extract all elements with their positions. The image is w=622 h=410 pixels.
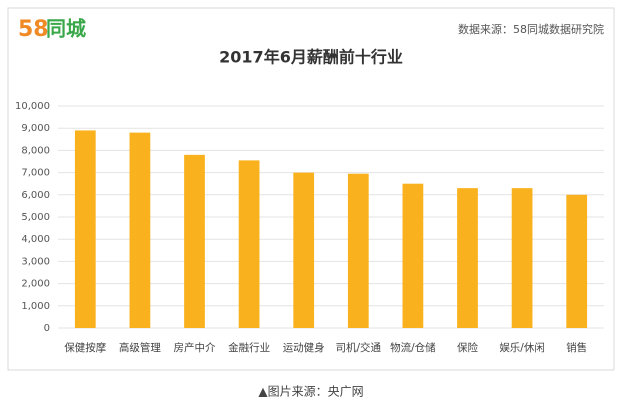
y-tick-label: 7,000 (21, 168, 50, 179)
y-tick-label: 10,000 (15, 101, 50, 112)
bar (402, 183, 424, 328)
y-tick-label: 2,000 (21, 279, 50, 290)
bar (457, 188, 478, 328)
x-tick-label: 运动健身 (283, 341, 325, 354)
bar (566, 194, 588, 328)
caption: ▲图片来源：央广网 (258, 385, 363, 399)
y-tick-label: 9,000 (21, 123, 50, 134)
bar (74, 130, 96, 328)
y-tick-label: 0 (44, 323, 50, 334)
x-tick-label: 高级管理 (119, 341, 161, 354)
logo-text: 同城 (46, 17, 86, 41)
y-tick-label: 4,000 (21, 234, 50, 245)
x-tick-label: 司机/交通 (336, 341, 382, 354)
bar (347, 173, 369, 328)
x-tick-label: 金融行业 (228, 341, 270, 354)
x-tick-label: 保健按摩 (64, 341, 106, 354)
bar (184, 154, 205, 328)
x-tick-label: 房产中介 (174, 341, 216, 354)
chart-title: 2017年6月薪酬前十行业 (219, 48, 403, 67)
x-tick-label: 保险 (457, 341, 478, 354)
y-tick-label: 1,000 (21, 301, 50, 312)
x-tick-label: 娱乐/休闲 (499, 341, 545, 354)
x-tick-label: 销售 (566, 341, 587, 354)
bar (238, 160, 260, 328)
bar (293, 172, 315, 328)
y-tick-label: 5,000 (21, 212, 50, 223)
logo-number: 58 (18, 17, 49, 42)
y-tick-label: 8,000 (21, 145, 50, 156)
y-tick-label: 3,000 (21, 256, 50, 267)
y-tick-label: 6,000 (21, 190, 50, 201)
source: 数据来源：58同城数据研究院 (458, 22, 604, 36)
bar (129, 132, 151, 328)
x-tick-label: 物流/仓储 (390, 341, 436, 354)
bar (511, 188, 533, 328)
